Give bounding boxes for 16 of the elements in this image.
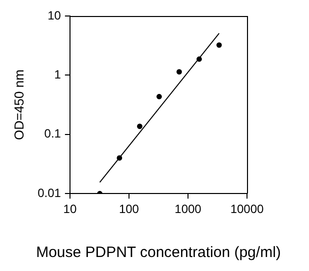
point bbox=[176, 69, 182, 75]
x-axis-title: Mouse PDPNT concentration (pg/ml) bbox=[36, 244, 281, 262]
x-tick-label: 10000 bbox=[230, 202, 264, 216]
point bbox=[156, 94, 162, 100]
y-tick-label: 10 bbox=[48, 8, 62, 22]
point bbox=[196, 56, 202, 62]
y-axis-title: OD=450 nm bbox=[11, 70, 26, 140]
point bbox=[137, 124, 142, 130]
point bbox=[116, 155, 122, 161]
y-tick-label: 0.01 bbox=[38, 186, 62, 200]
y-tick-label: 0.1 bbox=[44, 126, 62, 141]
point bbox=[216, 42, 222, 48]
x-tick-label: 100 bbox=[118, 202, 140, 216]
y-tick-label: 1 bbox=[54, 68, 62, 82]
x-tick-label: 1000 bbox=[174, 202, 202, 216]
x-tick-label: 10 bbox=[63, 202, 77, 216]
